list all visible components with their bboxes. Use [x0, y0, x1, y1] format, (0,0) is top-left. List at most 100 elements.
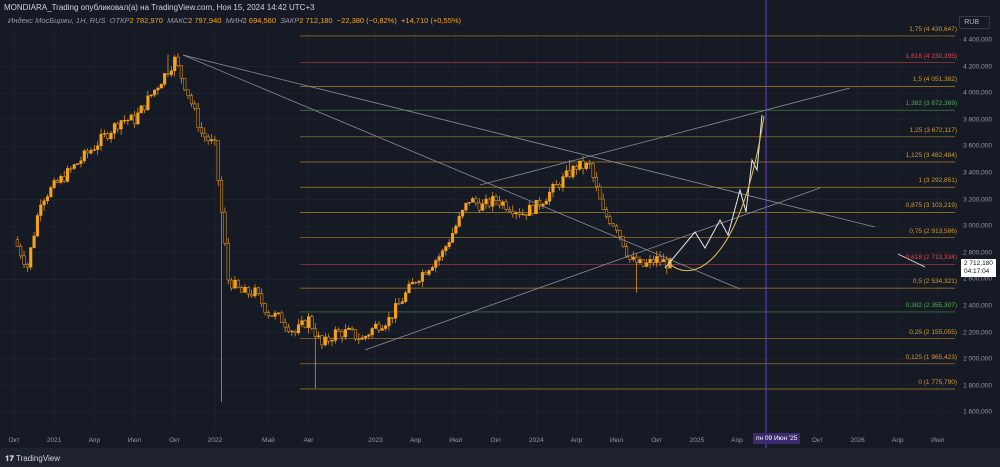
candle-body: [551, 183, 555, 193]
x-tick-label: Окт: [169, 437, 181, 444]
x-tick-label: Апр: [570, 437, 583, 444]
trend-line: [182, 54, 876, 228]
x-tick-label: Май: [262, 437, 275, 444]
currency-button[interactable]: RUB: [959, 16, 990, 29]
candle-body: [286, 326, 291, 332]
candle-body: [337, 329, 341, 332]
candle-body: [594, 177, 599, 187]
candle-body: [604, 209, 609, 217]
y-tick-label: 3 200,000: [963, 196, 992, 204]
candle-body: [89, 150, 93, 154]
candle-body: [66, 168, 70, 182]
candle-body: [260, 293, 264, 304]
candle-body: [481, 203, 485, 211]
candle-body: [300, 320, 304, 325]
candle-body: [427, 270, 431, 275]
candle-body: [638, 259, 642, 264]
x-tick-label: Окт: [651, 437, 663, 444]
open-value: 2 782,970: [129, 16, 163, 25]
trend-drawings: [182, 0, 926, 448]
candle-body: [243, 286, 247, 293]
candle-body: [538, 200, 542, 207]
fib-level-label: 0,125 (1 965,423): [905, 353, 957, 361]
candle-body: [49, 187, 53, 197]
low-label: МИН: [225, 16, 243, 25]
candle-body: [584, 162, 588, 169]
fib-level-label: 1,125 (3 482,484): [905, 152, 957, 160]
candle-body: [246, 286, 250, 295]
candle-body: [621, 236, 625, 247]
candle-body: [183, 78, 187, 91]
candle-body: [313, 328, 317, 337]
candle-body: [42, 200, 46, 206]
candle-body: [280, 312, 284, 323]
candle-body: [199, 127, 204, 134]
candle-body: [263, 303, 267, 313]
tradingview-logo[interactable]: 𝟏𝟕 TradingView: [5, 454, 61, 463]
candle-body: [598, 186, 602, 200]
candle-body: [367, 334, 371, 337]
y-tick-label: 3 400,000: [963, 169, 992, 177]
candle-body: [163, 73, 167, 85]
candle-body: [511, 210, 515, 215]
candle-body: [501, 201, 505, 206]
x-tick-label: 2025: [689, 437, 705, 444]
candle-body: [143, 105, 147, 111]
candle-body: [270, 315, 274, 317]
candle-body: [92, 149, 96, 151]
y-tick-label: 2 200,000: [963, 329, 992, 337]
candle-body: [323, 336, 327, 346]
candle-body: [491, 196, 495, 207]
candle-body: [527, 204, 532, 216]
chart-area[interactable]: MONDIARA_Trading опубликовал(а) на Tradi…: [0, 0, 1000, 448]
y-tick-label: 3 600,000: [963, 142, 992, 150]
x-tick-label: Авг: [303, 437, 314, 444]
candle-body: [661, 259, 665, 263]
last-price-value: 2 712,180: [964, 260, 993, 267]
candle-body: [45, 196, 50, 202]
candle-body: [136, 112, 140, 125]
candle-body: [514, 212, 518, 215]
candle-body: [196, 108, 200, 128]
candle-body: [129, 114, 133, 121]
y-tick-label: 4 400,000: [963, 36, 992, 44]
candle-body: [387, 317, 391, 327]
candle-body: [417, 281, 421, 283]
change-value: −22,380 (−0,82%): [336, 16, 397, 25]
candle-body: [230, 279, 234, 289]
fib-level-label: 1,25 (3 672,117): [909, 126, 957, 134]
candle-body: [330, 340, 334, 342]
candle-body: [558, 184, 562, 188]
candle-body: [82, 150, 86, 162]
price-plot[interactable]: [0, 0, 1000, 448]
candle-body: [394, 303, 398, 319]
candle-body: [266, 312, 270, 316]
candle-body: [186, 89, 190, 96]
candle-body: [22, 255, 26, 265]
candle-body: [561, 176, 565, 188]
candle-body: [236, 279, 240, 288]
candle-body: [79, 160, 83, 164]
candle-body: [59, 176, 63, 183]
candle-body: [327, 336, 331, 342]
candle-body: [424, 272, 428, 275]
candle-body: [72, 164, 76, 169]
candle-body: [310, 316, 314, 329]
symbol-label[interactable]: Индекс МосБиржи, 1Н, RUS: [8, 16, 106, 25]
candle-body: [615, 225, 619, 231]
candle-body: [444, 246, 448, 251]
candle-body: [76, 163, 80, 165]
candle-body: [149, 94, 153, 97]
x-tick-label: 2023: [368, 437, 383, 444]
candle-body: [588, 162, 592, 165]
candle-body: [581, 160, 585, 169]
candle-body: [611, 223, 615, 227]
fib-level-label: 0,75 (2 913,586): [909, 227, 957, 235]
fib-level-label: 1,75 (4 430,647): [909, 25, 957, 33]
candle-body: [179, 65, 183, 79]
last-price-label: 2 712,180 04:17:04: [961, 259, 996, 277]
candle-body: [139, 105, 143, 114]
candle-body: [641, 259, 645, 267]
high-value: 2 797,940: [188, 16, 222, 25]
candle-body: [99, 133, 103, 147]
